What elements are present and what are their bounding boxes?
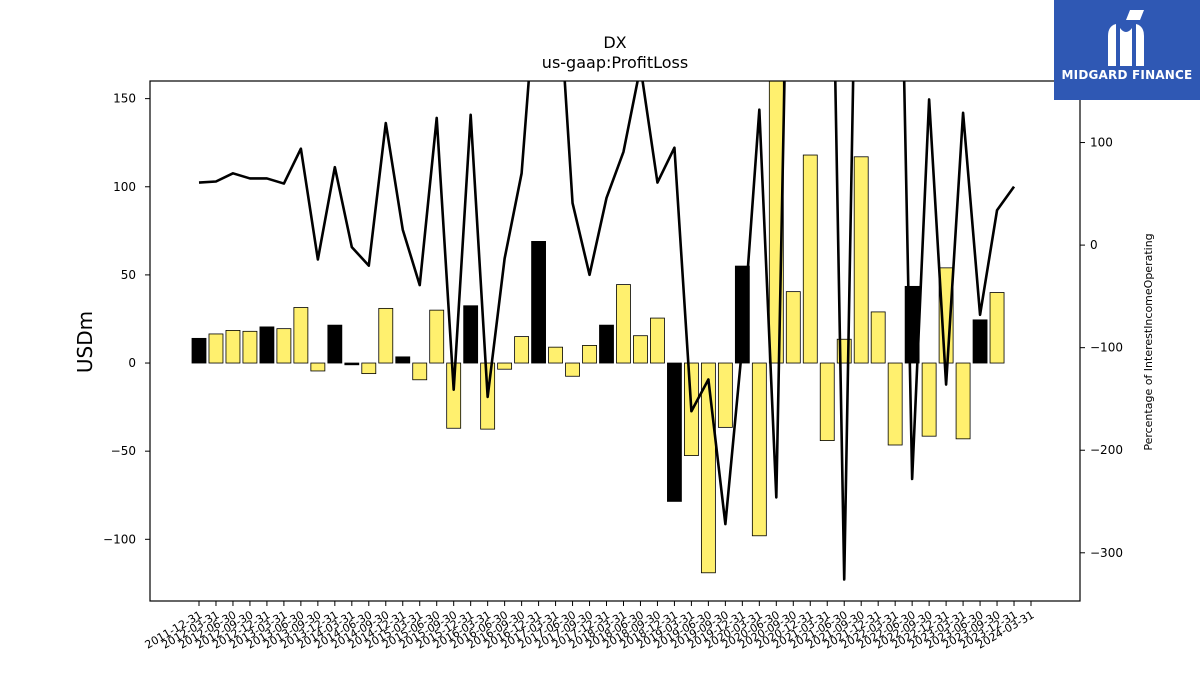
y2-tick-label: 0	[1090, 238, 1098, 252]
bar-2023-09-30	[989, 292, 1005, 364]
bar-2018-12-31	[667, 362, 682, 502]
y-tick-label: −50	[111, 444, 136, 458]
y2-axis-label: Percentage of InterestIncomeOperating	[1142, 233, 1155, 450]
y-tick-label: −100	[103, 532, 136, 546]
y-tick-label: 100	[113, 180, 136, 194]
bar-2016-09-30	[514, 336, 530, 364]
bar-2015-06-30	[429, 309, 445, 364]
bar-2012-03-31	[208, 333, 224, 364]
logo-mark-icon	[1108, 10, 1144, 66]
y2-tick-label: −200	[1090, 443, 1123, 457]
bar-2012-12-31	[259, 326, 275, 364]
y-axis-left: −100 −50 0 50 100 150	[103, 92, 150, 546]
bar-2018-06-30	[633, 335, 648, 364]
bar-2021-12-31	[870, 311, 886, 364]
y-axis-right: −300 −200 −100 0 100	[1080, 136, 1123, 560]
bar-2019-09-30	[717, 362, 733, 428]
bar-2021-09-30	[853, 156, 869, 364]
y-tick-label: 50	[121, 268, 136, 282]
bar-2017-12-31	[599, 324, 614, 364]
plot-frame	[149, 80, 1081, 602]
bar-2023-06-30	[972, 319, 988, 364]
bar-2018-03-31	[616, 284, 631, 364]
bar-2014-12-31	[395, 356, 411, 364]
bar-2013-03-31	[276, 328, 292, 364]
bar-2013-09-30	[310, 362, 326, 372]
line-layer	[198, 81, 1016, 581]
y2-tick-label: −100	[1090, 341, 1123, 355]
bars	[191, 80, 1005, 574]
bar-2016-06-30	[497, 362, 513, 370]
bar-2016-12-31	[531, 241, 546, 364]
bar-2022-03-31	[887, 362, 903, 446]
logo-text: MIDGARD FINANCE	[1061, 68, 1193, 82]
chart-title: DX	[603, 33, 626, 52]
chart-subtitle: us-gaap:ProfitLoss	[542, 53, 688, 72]
bar-2020-12-31	[802, 154, 818, 364]
bar-2018-09-30	[650, 317, 665, 364]
bar-2013-06-30	[293, 307, 309, 364]
bar-2012-06-30	[225, 330, 241, 364]
bar-2013-12-31	[327, 324, 343, 364]
brand-logo: MIDGARD FINANCE	[1054, 0, 1200, 100]
bar-2022-09-30	[921, 362, 937, 437]
y-tick-label: 150	[113, 92, 136, 106]
bar-2023-03-31	[955, 362, 971, 440]
series-line	[198, 81, 1016, 581]
y2-tick-label: −300	[1090, 546, 1123, 560]
y-tick-label: 0	[128, 356, 136, 370]
bar-2019-06-30	[700, 362, 716, 574]
bar-2011-12-31	[191, 337, 207, 364]
x-axis: 2011-12-312012-03-312012-06-302012-09-30…	[143, 601, 1037, 652]
y-axis-label: USDm	[73, 311, 97, 373]
bar-2012-09-30	[242, 330, 258, 364]
bar-2015-03-31	[412, 362, 428, 381]
bar-2020-09-30	[785, 291, 801, 364]
bar-2017-09-30	[582, 345, 597, 364]
bar-2015-09-30	[446, 362, 462, 429]
y2-tick-label: 100	[1090, 136, 1113, 150]
bar-2015-12-31	[463, 305, 479, 364]
bar-2014-03-31	[344, 362, 360, 366]
bar-2021-03-31	[819, 362, 835, 441]
bar-2020-03-31	[751, 362, 767, 537]
bar-2014-06-30	[361, 362, 377, 375]
bar-2014-09-30	[378, 307, 394, 364]
bar-2017-03-31	[548, 346, 563, 364]
bar-2017-06-30	[565, 362, 580, 377]
